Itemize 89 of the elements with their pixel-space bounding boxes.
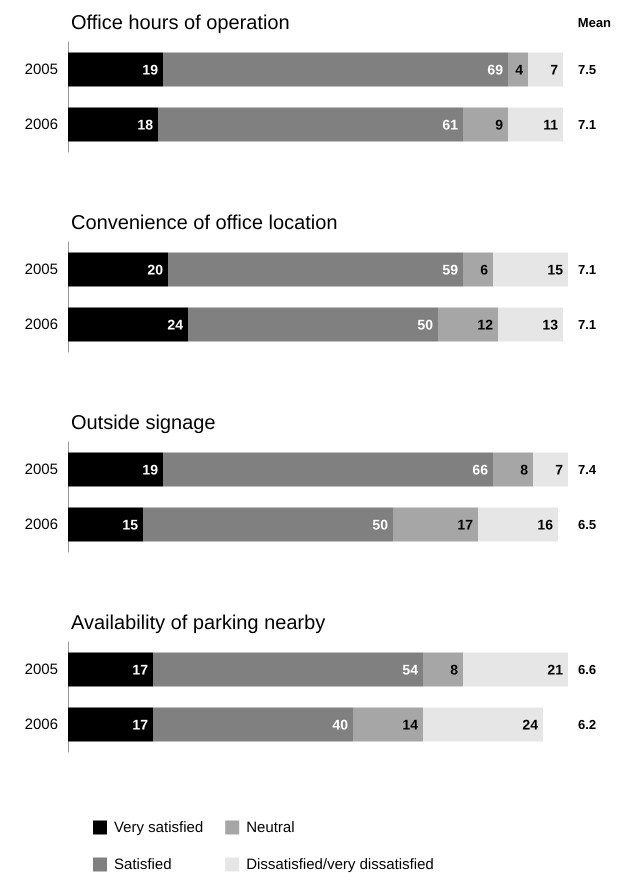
bar <box>528 52 563 86</box>
text: 6.2 <box>578 717 596 732</box>
data-label: 66 <box>472 462 488 478</box>
data-label: 40 <box>332 716 348 732</box>
y-tick-label: 2005 <box>24 661 58 678</box>
text: 7.1 <box>578 262 596 277</box>
data-label: 7 <box>555 462 564 478</box>
data-label: 18 <box>137 116 154 132</box>
data-label: 20 <box>147 262 164 278</box>
legend-label: Neutral <box>246 819 295 836</box>
data-label: 15 <box>122 516 138 532</box>
data-label: 8 <box>450 662 458 678</box>
data-label: 24 <box>522 716 538 732</box>
bar <box>508 52 528 86</box>
bar <box>68 308 188 342</box>
data-label: 19 <box>142 462 158 478</box>
bar <box>153 708 353 742</box>
chart-title: Office hours of operation <box>71 12 290 34</box>
bar <box>163 52 508 86</box>
bar <box>153 652 423 686</box>
bar <box>508 108 563 142</box>
text: Mean <box>578 15 612 30</box>
y-tick-label: 2005 <box>24 261 58 278</box>
text: 7.1 <box>578 117 596 132</box>
y-tick-label: 2006 <box>24 716 58 733</box>
bar <box>533 452 568 486</box>
bar <box>68 508 143 542</box>
text: 6.5 <box>578 517 596 532</box>
legend-label: Very satisfied <box>114 819 204 836</box>
bar <box>68 252 168 286</box>
bar <box>438 308 498 342</box>
data-label: 54 <box>402 662 418 678</box>
data-label: 17 <box>457 516 474 532</box>
y-tick-label: 2006 <box>24 116 58 133</box>
text: 7.5 <box>578 62 596 77</box>
data-label: 59 <box>442 262 458 278</box>
legend-label: Satisfied <box>114 856 172 873</box>
bar <box>423 652 463 686</box>
data-label: 15 <box>547 262 564 278</box>
data-label: 9 <box>495 116 504 132</box>
data-label: 24 <box>167 316 184 332</box>
data-label: 4 <box>515 62 524 78</box>
bar <box>393 508 478 542</box>
bar <box>353 708 423 742</box>
data-label: 14 <box>402 716 418 732</box>
text: 6.6 <box>578 662 596 677</box>
bar <box>68 452 163 486</box>
data-label: 50 <box>417 316 434 332</box>
bar <box>68 652 153 686</box>
legend-label: Dissatisfied/very dissatisfied <box>246 856 434 873</box>
bar <box>168 252 463 286</box>
bar <box>463 108 508 142</box>
bar <box>478 508 558 542</box>
data-label: 50 <box>372 516 388 532</box>
y-tick-label: 2005 <box>24 461 58 478</box>
chart-title: Availability of parking nearby <box>71 612 326 634</box>
data-label: 21 <box>547 662 564 678</box>
bar <box>68 52 163 86</box>
bar <box>423 708 543 742</box>
data-label: 13 <box>542 316 558 332</box>
data-label: 11 <box>543 116 558 132</box>
y-tick-label: 2006 <box>24 316 58 333</box>
chart-title: Outside signage <box>71 412 216 434</box>
data-label: 12 <box>477 316 494 332</box>
bar <box>463 252 493 286</box>
bar <box>463 652 568 686</box>
data-label: 69 <box>487 62 504 78</box>
chart-title: Convenience of office location <box>71 212 338 234</box>
data-label: 17 <box>132 716 148 732</box>
data-label: 17 <box>132 662 148 678</box>
bar <box>163 452 493 486</box>
bar <box>158 108 463 142</box>
bar <box>188 308 438 342</box>
bar <box>143 508 393 542</box>
data-label: 16 <box>537 516 554 532</box>
bar <box>493 452 533 486</box>
bar <box>493 252 568 286</box>
data-label: 19 <box>142 62 158 78</box>
y-tick-label: 2006 <box>24 516 58 533</box>
bar <box>498 308 563 342</box>
text: 7.4 <box>578 462 597 477</box>
text: 7.1 <box>578 317 596 332</box>
data-label: 61 <box>442 116 458 132</box>
data-label: 8 <box>520 462 528 478</box>
data-label: 7 <box>550 62 558 78</box>
bar <box>68 708 153 742</box>
data-label: 6 <box>480 262 488 278</box>
bar <box>68 108 158 142</box>
y-tick-label: 2005 <box>24 61 58 78</box>
